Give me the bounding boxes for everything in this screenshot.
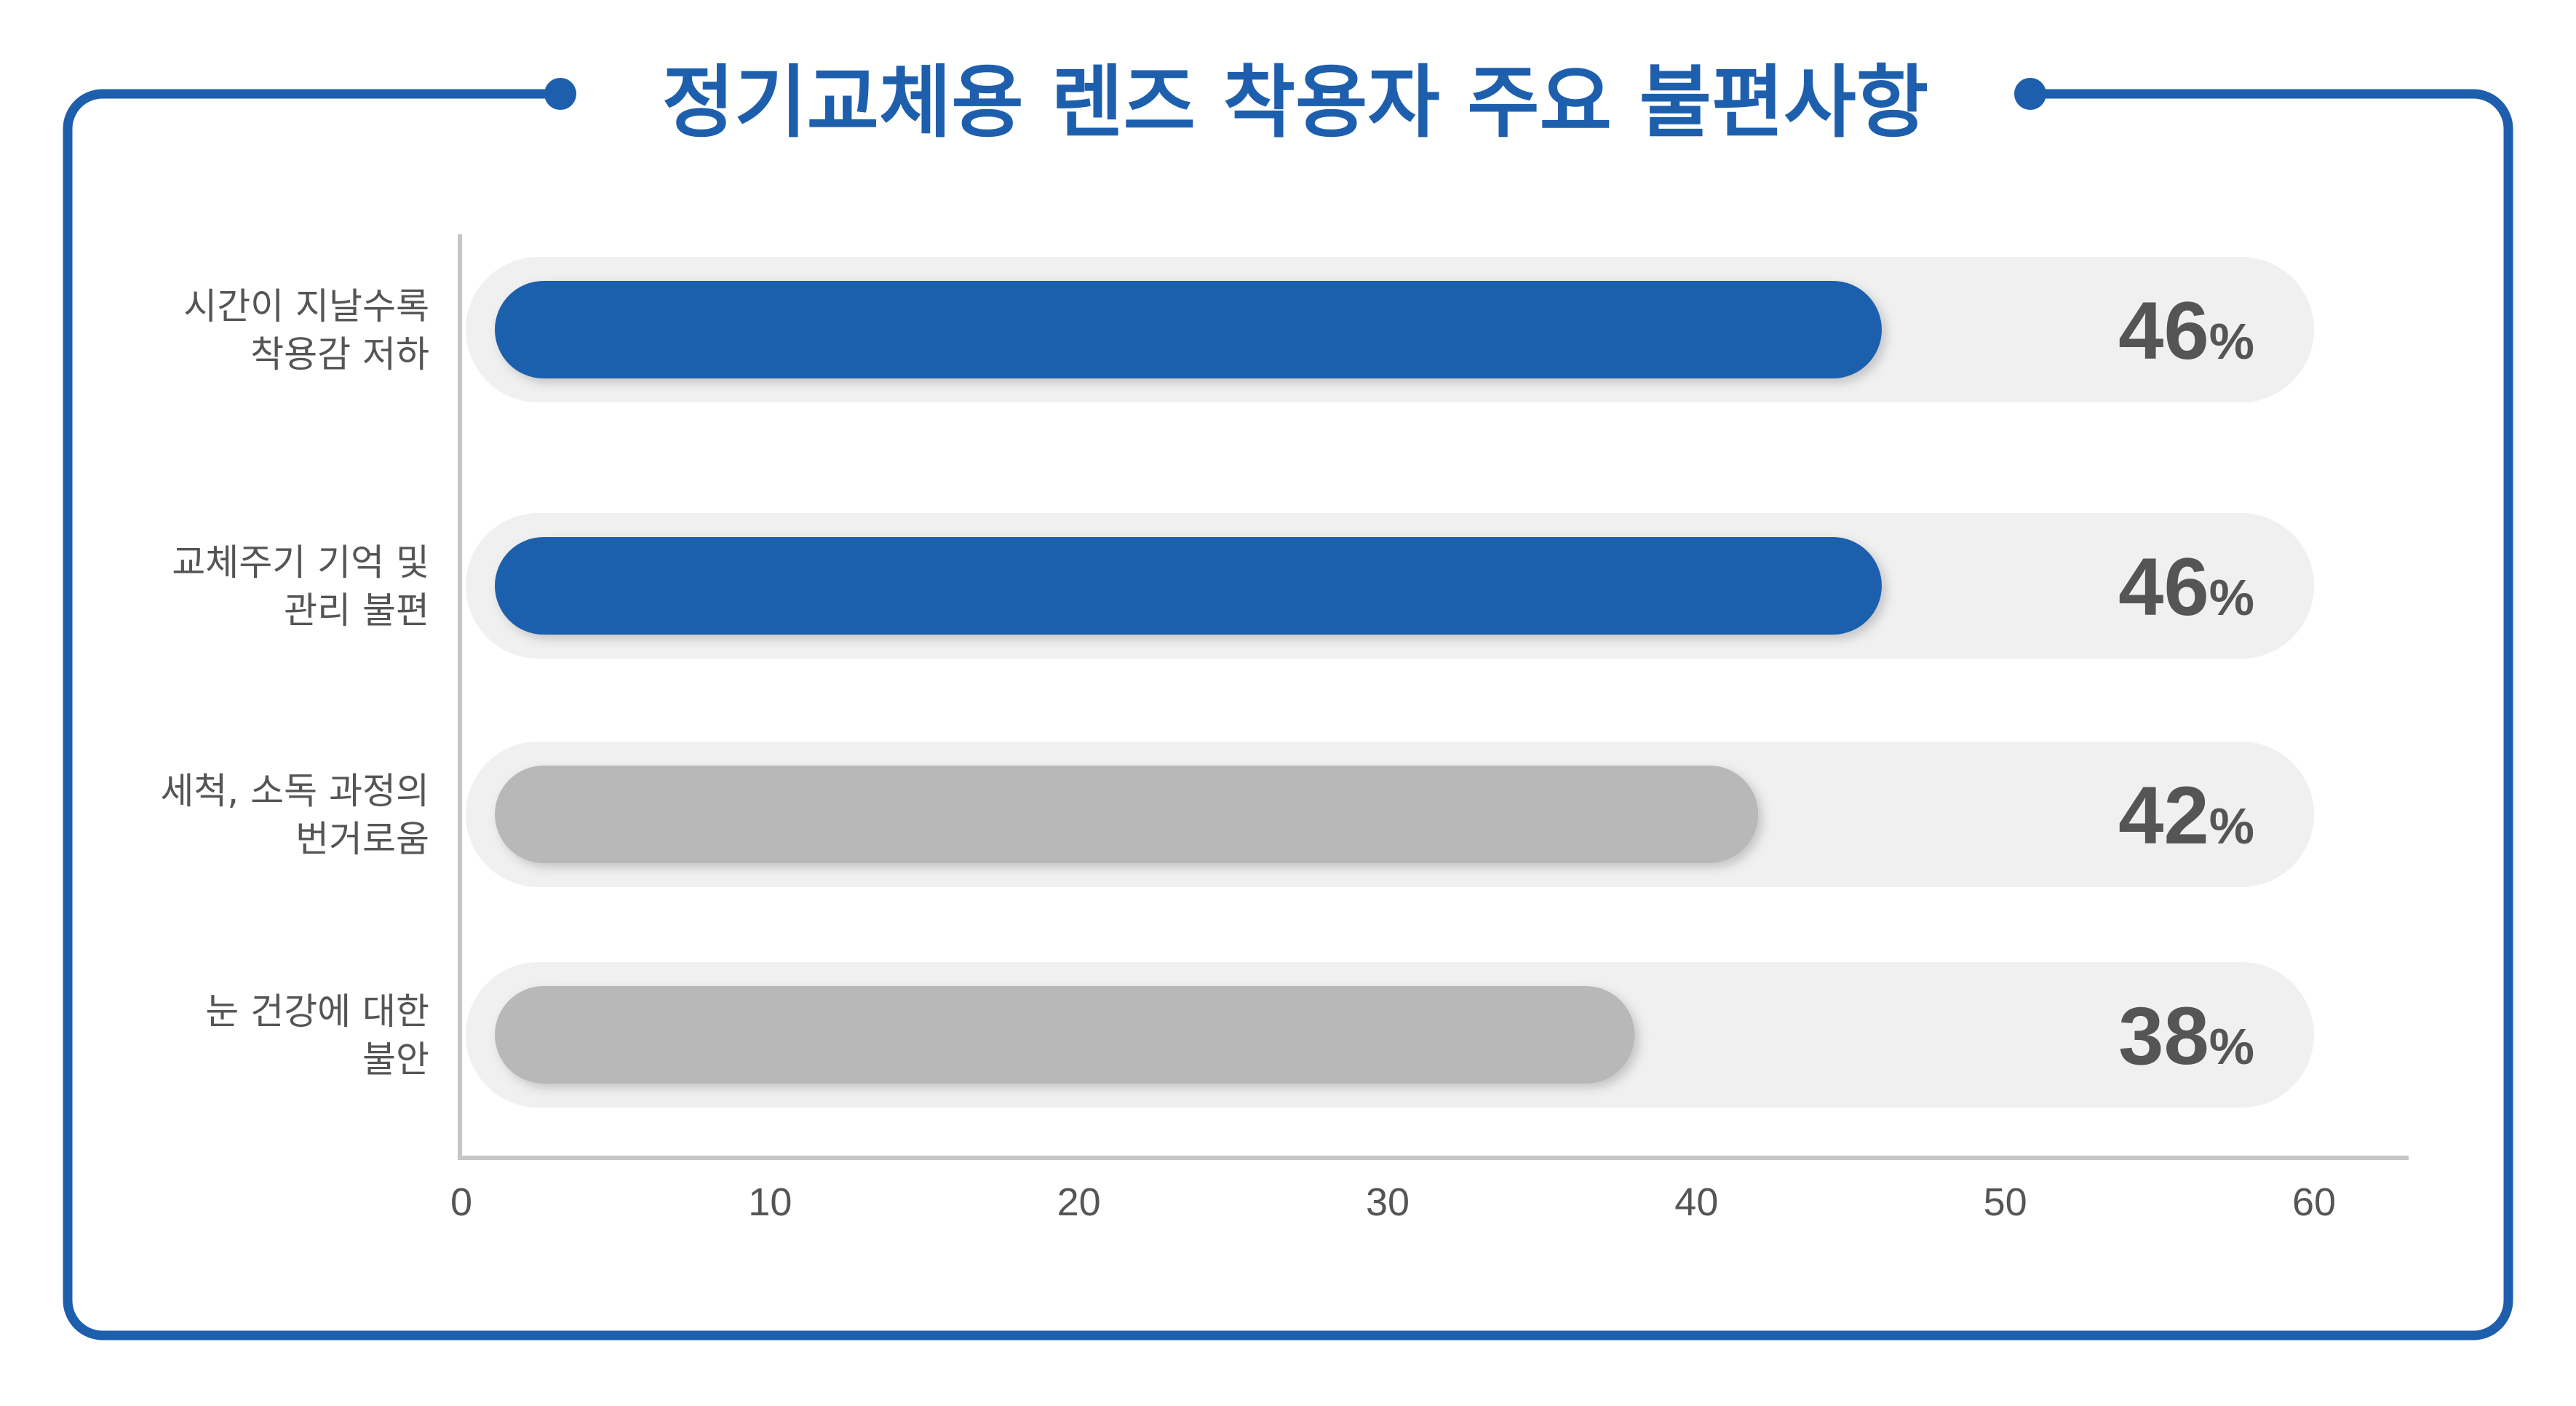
value-label-number: 38 [2118,990,2209,1081]
category-label: 번거로움 [295,818,429,860]
x-tick-label: 50 [1984,1180,2027,1224]
title-right-dot [2014,78,2046,110]
value-label: 46% [2118,285,2254,376]
value-labels: 46%46%42%38% [2118,285,2254,1081]
value-label-percent: % [2209,1018,2254,1075]
value-label-number: 42 [2118,770,2209,861]
bars [495,281,1882,1084]
category-label: 관리 불편 [284,589,429,632]
category-label: 세척, 소독 과정의 [160,770,429,812]
title-background [553,65,2023,153]
chart-title: 정기교체용 렌즈 착용자 주요 불편사항 [662,57,1928,148]
bar [495,986,1635,1084]
title-left-dot [544,78,576,110]
x-tick-label: 0 [450,1180,472,1224]
value-label: 46% [2118,541,2254,632]
category-label: 시간이 지날수록 [183,285,429,327]
category-label: 불안 [362,1038,429,1081]
value-label: 42% [2118,770,2254,861]
x-tick-label: 30 [1366,1180,1410,1224]
x-tick-label: 40 [1674,1180,1718,1224]
value-label-number: 46 [2118,541,2209,632]
bar [495,281,1882,378]
value-label-percent: % [2209,798,2254,854]
category-label: 눈 건강에 대한 [205,990,429,1033]
value-label-percent: % [2209,569,2254,626]
x-tick-label: 60 [2292,1180,2336,1224]
value-label-percent: % [2209,313,2254,370]
category-label: 착용감 저하 [250,333,429,376]
value-label-number: 46 [2118,285,2209,376]
value-label: 38% [2118,990,2254,1081]
x-tick-label: 10 [748,1180,792,1224]
x-tick-label: 20 [1057,1180,1101,1224]
bar [495,537,1882,635]
category-label: 교체주기 기억 및 [172,541,429,584]
bar [495,766,1759,863]
x-axis-ticks: 0 10 20 30 40 50 60 [450,1180,2336,1224]
